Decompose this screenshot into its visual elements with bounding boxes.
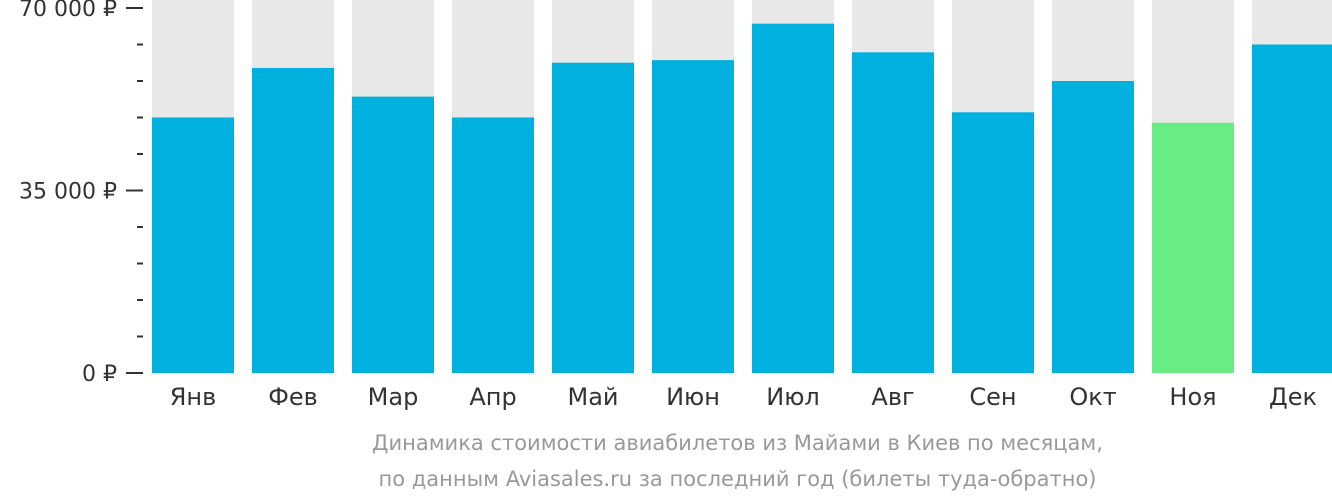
bar-11 [1252, 44, 1332, 373]
x-tick-label-5: Июн [666, 383, 720, 411]
y-tick-label-2: 70 000 ₽ [19, 0, 117, 22]
x-tick-label-10: Ноя [1169, 383, 1216, 411]
x-tick-label-2: Мар [368, 383, 419, 411]
x-tick-label-1: Фев [268, 383, 318, 411]
bar-9 [1052, 81, 1134, 373]
bar-0 [152, 117, 234, 373]
bar-10 [1152, 122, 1234, 373]
y-tick-label-0: 0 ₽ [82, 362, 117, 387]
bar-1 [252, 67, 334, 373]
bar-5 [652, 60, 734, 374]
bar-4 [552, 62, 634, 373]
y-tick-label-1: 35 000 ₽ [19, 180, 117, 205]
bar-3 [452, 117, 534, 373]
bar-chart-canvas: Янв Фев Мар Апр Май Июн Июл Авг Сен Окт Ноя Дек 0 ₽ 3… [19, 0, 1332, 411]
x-tick-label-7: Авг [871, 383, 914, 411]
x-tick-label-3: Апр [469, 383, 516, 411]
bar-6 [752, 23, 834, 374]
x-tick-label-0: Янв [170, 383, 217, 411]
chart-caption-line-2: по данным Aviasales.ru за последний год … [378, 467, 1097, 491]
x-tick-label-6: Июл [766, 383, 820, 411]
x-tick-label-8: Сен [969, 383, 1016, 411]
bar-7 [852, 52, 934, 373]
x-tick-label-4: Май [567, 383, 618, 411]
chart-caption-line-1: Динамика стоимости авиабилетов из Майами… [372, 431, 1103, 455]
x-tick-label-11: Дек [1269, 383, 1317, 411]
bar-2 [352, 96, 434, 374]
x-tick-label-9: Окт [1069, 383, 1116, 411]
bar-8 [952, 112, 1034, 374]
